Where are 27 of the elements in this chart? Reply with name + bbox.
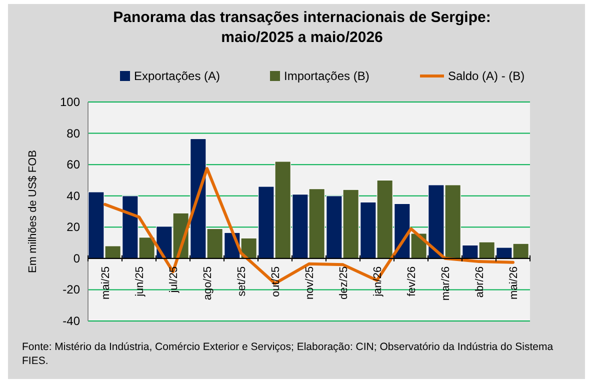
x-tick-label: fev/26 — [406, 266, 418, 296]
x-tick-label: jun/25 — [134, 266, 146, 298]
y-tick-label: -40 — [62, 314, 80, 328]
x-tick-label: nov/25 — [304, 266, 316, 300]
x-tick-label: jul/25 — [168, 266, 180, 294]
source-note: Fonte: Mistério da Indústria, Comércio Exterior e Serviços; Elaboração: CIN; Observatório da Indústria do Sistema FIES. — [22, 340, 554, 368]
x-tick-label: ago/25 — [202, 266, 214, 300]
y-tick-label: 80 — [66, 126, 80, 140]
legend-label: Exportações (A) — [134, 69, 220, 83]
chart-title: Panorama das transações internacionais de Sergipe: maio/2025 a maio/2026 — [113, 9, 491, 46]
y-tick-label: 20 — [66, 220, 80, 234]
x-tick-label: mai/26 — [508, 266, 520, 300]
x-tick-label: dez/25 — [338, 266, 350, 300]
y-tick-label: 100 — [60, 95, 80, 109]
x-tick-label: jan/26 — [372, 266, 384, 298]
y-tick-label: 60 — [66, 158, 80, 172]
y-tick-label: -20 — [62, 282, 80, 297]
x-tick-label: out/25 — [270, 266, 282, 298]
x-tick-label: abr/26 — [474, 266, 486, 298]
legend-label: Saldo (A) - (B) — [448, 69, 525, 83]
x-tick-label: set/25 — [236, 266, 248, 296]
legend-label: Importações (B) — [284, 69, 370, 83]
x-tick-label: mar/26 — [440, 266, 452, 301]
y-tick-label: 0 — [73, 251, 80, 266]
y-axis-title: Em milhões de US$ FOB — [27, 150, 39, 273]
y-tick-label: 40 — [66, 188, 80, 203]
x-tick-label: mai/25 — [100, 266, 112, 300]
